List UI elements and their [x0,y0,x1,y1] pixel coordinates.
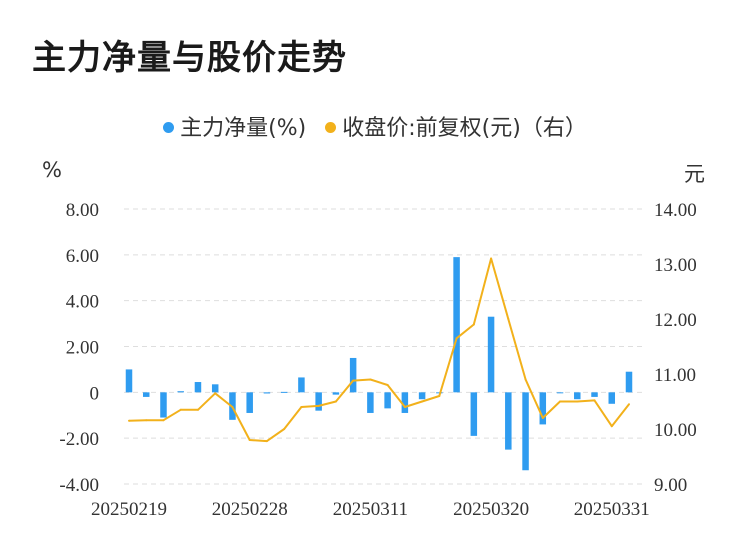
price-point[interactable] [283,428,286,430]
price-point[interactable] [369,378,372,381]
x-tick-label: 20250219 [91,499,167,520]
price-point[interactable] [300,406,303,408]
bar[interactable] [418,392,426,400]
bar[interactable] [556,392,564,394]
bar[interactable] [608,392,616,404]
right-tick-label: 12.00 [654,310,697,331]
price-point[interactable] [248,439,251,441]
x-tick-label: 20250320 [453,499,529,520]
bar[interactable] [401,392,409,413]
bar[interactable] [349,357,357,393]
left-tick-label: 4.00 [66,292,99,313]
price-point[interactable] [507,318,510,320]
price-point[interactable] [541,417,544,419]
price-point[interactable] [455,337,458,340]
bar[interactable] [246,392,253,413]
bar[interactable] [280,391,288,393]
bar-series [125,257,633,471]
price-point[interactable] [162,419,165,422]
x-tick-label: 20250311 [333,499,408,520]
line-series [128,257,630,443]
price-point[interactable] [352,379,355,382]
left-tick-label: 2.00 [66,338,99,359]
bar[interactable] [625,371,633,393]
bar[interactable] [177,391,184,393]
bar[interactable] [367,392,374,413]
price-point[interactable] [386,384,389,386]
price-point[interactable] [438,395,441,397]
price-point[interactable] [179,408,182,411]
price-point[interactable] [628,403,630,406]
bar[interactable] [315,392,322,411]
price-point[interactable] [610,425,613,428]
left-tick-label: -4.00 [59,475,99,496]
price-point[interactable] [593,399,596,402]
bar[interactable] [574,392,581,400]
grid-lines [124,208,642,485]
right-axis-ticks: 14.00 13.00 12.00 11.00 10.00 9.00 [654,200,697,496]
bar[interactable] [332,392,340,395]
bar[interactable] [125,369,133,393]
bar[interactable] [487,316,495,393]
legend-dot-net-volume [163,121,175,133]
price-point[interactable] [524,378,527,381]
left-tick-label: 6.00 [66,246,99,267]
legend-label-close-price: 收盘价:前复权(元)（右） [342,116,587,141]
x-tick-label: 20250228 [212,499,288,520]
price-point[interactable] [265,440,268,443]
bar[interactable] [142,392,150,397]
left-tick-label: -2.00 [59,429,99,450]
bar[interactable] [263,392,271,394]
bar[interactable] [211,384,219,393]
bar[interactable] [384,392,391,409]
price-point[interactable] [317,404,320,407]
price-point[interactable] [559,400,562,403]
right-axis-unit: 元 [684,162,705,186]
legend-item-close-price[interactable]: 收盘价:前复权(元)（右） [325,110,587,142]
price-point[interactable] [490,257,493,260]
chart-title: 主力净量与股价走势 [32,38,347,78]
right-tick-label: 13.00 [654,255,697,276]
bar[interactable] [470,392,478,436]
legend-dot-close-price [325,121,337,133]
right-tick-label: 14.00 [654,200,697,221]
right-tick-label: 10.00 [654,420,697,441]
price-point[interactable] [128,419,130,422]
price-point[interactable] [472,323,475,326]
right-tick-label: 9.00 [654,475,687,496]
legend: 主力净量(%) 收盘价:前复权(元)（右） [0,110,750,142]
price-point[interactable] [145,419,148,422]
right-tick-label: 11.00 [654,365,696,386]
bar[interactable] [522,392,529,471]
left-tick-label: 0 [90,383,100,404]
bar[interactable] [298,377,305,393]
legend-label-net-volume: 主力净量(%) [180,116,307,141]
price-point[interactable] [403,406,406,408]
price-line[interactable] [128,257,630,443]
price-point[interactable] [334,400,337,403]
bar[interactable] [160,392,167,418]
bar[interactable] [539,392,547,425]
left-axis-unit: % [42,158,62,182]
left-axis-ticks: 8.00 6.00 4.00 2.00 0 -2.00 -4.00 [59,200,99,496]
bar[interactable] [194,382,202,393]
bar[interactable] [453,257,460,393]
x-axis-ticks: 20250219 20250228 20250311 20250320 20250331 [91,499,650,520]
legend-item-net-volume[interactable]: 主力净量(%) [163,110,306,142]
left-tick-label: 8.00 [66,200,99,221]
price-point[interactable] [196,408,199,411]
price-point[interactable] [231,406,234,408]
price-point[interactable] [576,400,579,403]
price-point[interactable] [421,400,424,403]
x-tick-label: 20250331 [574,499,650,520]
bar[interactable] [591,392,598,397]
bar[interactable] [505,392,512,450]
price-point[interactable] [214,392,217,395]
